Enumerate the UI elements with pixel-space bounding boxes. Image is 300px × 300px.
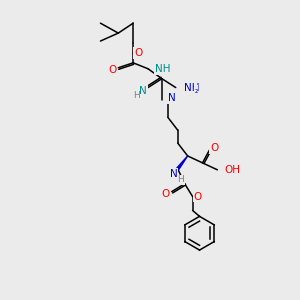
Text: O: O xyxy=(134,48,142,58)
Text: H: H xyxy=(177,175,184,184)
Text: O: O xyxy=(210,143,218,153)
Text: N: N xyxy=(139,85,147,96)
Text: N: N xyxy=(170,169,178,179)
Text: O: O xyxy=(162,189,170,199)
Text: OH: OH xyxy=(224,165,240,175)
Text: H: H xyxy=(133,91,140,100)
Text: NH: NH xyxy=(184,82,199,93)
Text: NH: NH xyxy=(155,64,170,74)
Text: O: O xyxy=(194,192,202,202)
Text: O: O xyxy=(108,65,116,75)
Text: ₂: ₂ xyxy=(195,86,198,95)
Text: N: N xyxy=(168,94,176,103)
Polygon shape xyxy=(177,156,188,169)
